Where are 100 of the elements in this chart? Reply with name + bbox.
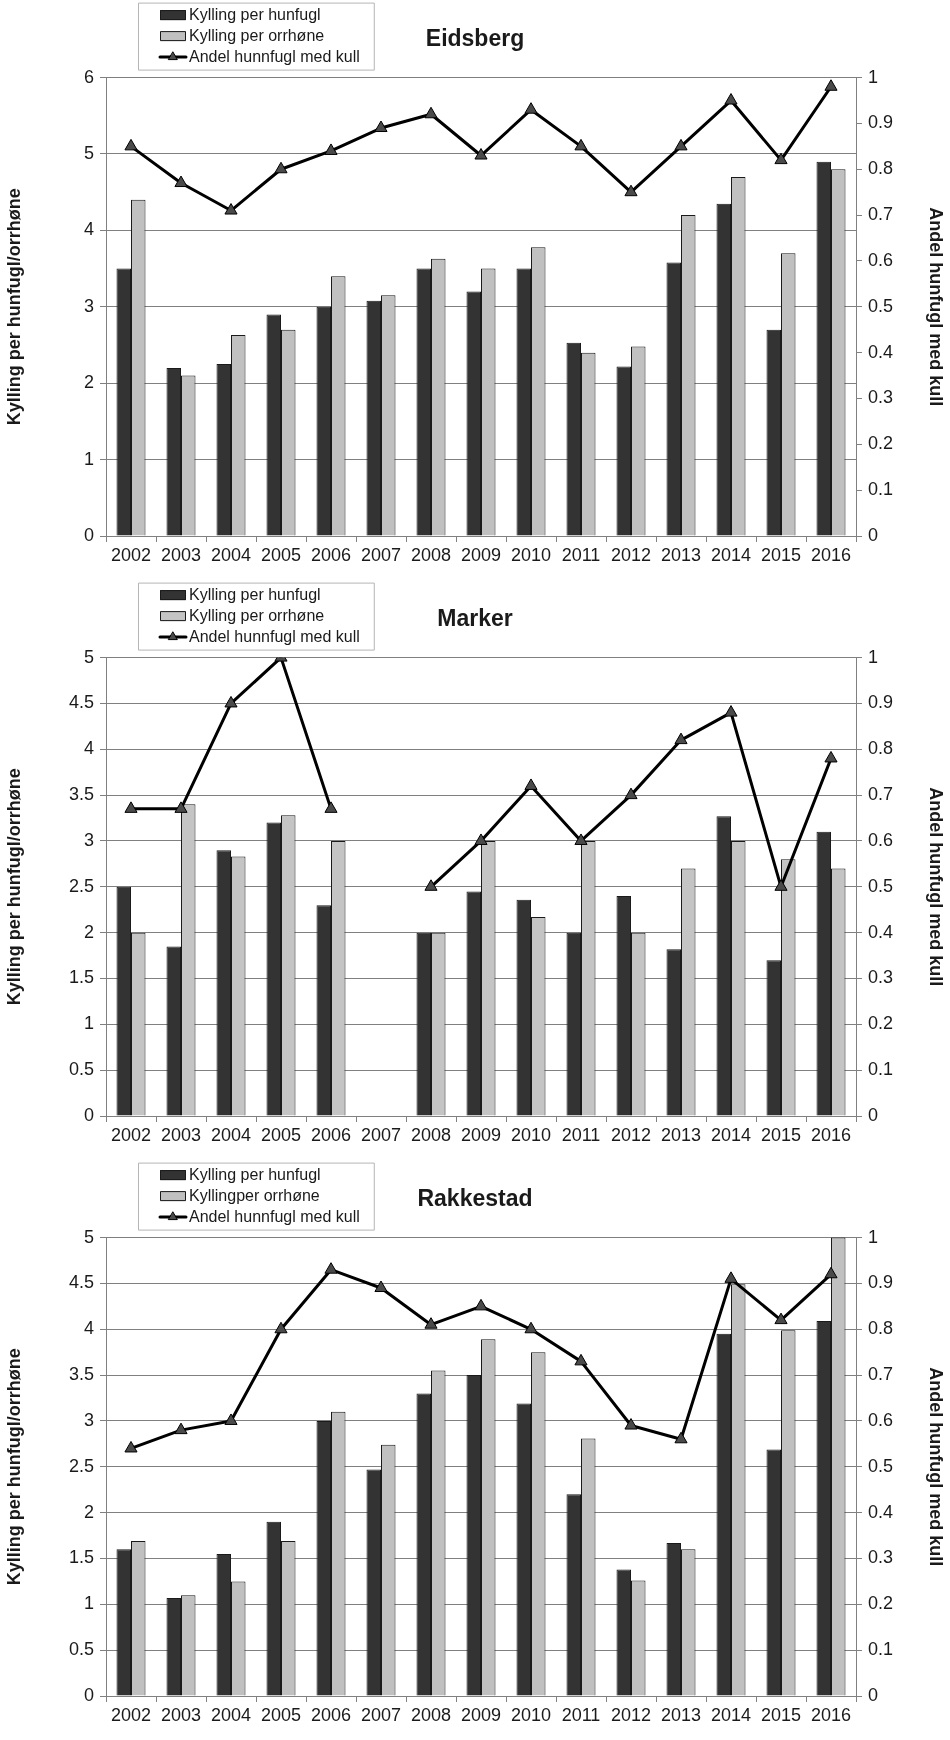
x-tick-label: 2009 — [460, 544, 502, 565]
legend-label: Kylling per hunfugl — [189, 5, 321, 23]
point — [624, 184, 638, 197]
point — [224, 695, 238, 708]
point — [624, 787, 638, 800]
x-tick-label: 2010 — [510, 544, 552, 565]
x-tick-label: 2008 — [410, 544, 452, 565]
y2-tick-label: 0.5 — [868, 875, 894, 896]
point — [174, 175, 188, 188]
y-tick-label: 1 — [83, 448, 94, 469]
y2-tick-label: 0.1 — [868, 1639, 894, 1660]
y-tick-label: 3 — [83, 295, 94, 316]
x-tick-label: 2002 — [110, 1704, 152, 1725]
x-tick-label: 2008 — [410, 1124, 452, 1145]
legend-label: Kylling per hunfugl — [189, 585, 321, 603]
point — [824, 79, 838, 91]
y2-tick-label: 1 — [868, 646, 879, 667]
x-tick-label: 2014 — [710, 544, 752, 565]
legend-label: Kyllingper orrhøne — [189, 1186, 320, 1204]
point — [624, 1418, 638, 1430]
x-tick-label: 2008 — [410, 1704, 452, 1725]
y2-tick-label: 0.3 — [868, 1547, 894, 1568]
x-tick-label: 2016 — [810, 1704, 852, 1725]
point — [274, 1321, 288, 1334]
y-tick-label: 1 — [83, 1593, 94, 1614]
x-tick-label: 2010 — [510, 1704, 552, 1725]
y2-tick-label: 0.6 — [868, 1409, 894, 1430]
x-tick-label: 2013 — [660, 544, 702, 565]
y2-tick-label: 0.5 — [868, 295, 894, 316]
x-tick-label: 2011 — [561, 1704, 601, 1725]
point — [224, 203, 238, 215]
y-tick-label: 2 — [83, 921, 94, 942]
y-tick-label: 2 — [83, 372, 94, 393]
point — [174, 801, 188, 813]
y2-tick-label: 0.3 — [868, 967, 894, 988]
x-tick-label: 2007 — [360, 1704, 402, 1725]
y2-tick-label: 0.9 — [868, 692, 894, 713]
y-tick-label: 3.5 — [68, 1364, 94, 1385]
y2-tick-label: 1 — [868, 66, 879, 87]
y-tick-label: 4 — [83, 738, 94, 759]
y-tick-label: 0.5 — [68, 1639, 94, 1660]
legend-label: Kylling per orrhøne — [189, 606, 325, 624]
y-tick-label: 4.5 — [68, 1272, 94, 1293]
chart-title: Rakkestad — [417, 1185, 533, 1212]
x-tick-label: 2003 — [160, 1704, 202, 1725]
x-tick-label: 2005 — [260, 544, 302, 565]
legend-label: Kylling per orrhøne — [189, 26, 325, 44]
y-tick-label: 2.5 — [68, 875, 94, 896]
x-tick-label: 2009 — [460, 1704, 502, 1725]
x-tick-label: 2011 — [561, 1124, 601, 1145]
point — [724, 1271, 738, 1283]
point — [774, 1312, 788, 1325]
y-tick-label: 6 — [83, 66, 94, 87]
y-tick-label: 3 — [83, 1409, 94, 1430]
point — [474, 1298, 488, 1311]
y2-tick-label: 0.9 — [868, 112, 894, 133]
point — [524, 1321, 538, 1334]
point — [424, 106, 438, 119]
point — [324, 801, 338, 813]
legend-label: Andel hunnfugl med kull — [189, 1207, 360, 1225]
chart-title: Marker — [437, 605, 513, 632]
point — [174, 1422, 188, 1435]
point — [124, 138, 138, 151]
x-tick-label: 2012 — [610, 544, 652, 565]
y2-tick-label: 0 — [868, 1684, 879, 1705]
x-tick-label: 2006 — [310, 1704, 352, 1725]
x-tick-label: 2016 — [810, 1124, 852, 1145]
x-tick-label: 2015 — [760, 1704, 802, 1725]
y2-tick-label: 0.6 — [868, 249, 894, 270]
point — [474, 833, 488, 845]
y2-tick-label: 0.1 — [868, 1059, 894, 1080]
x-tick-label: 2002 — [110, 544, 152, 565]
point — [774, 879, 788, 891]
x-tick-label: 2007 — [360, 1124, 402, 1145]
x-tick-label: 2010 — [510, 1124, 552, 1145]
x-tick-label: 2004 — [210, 544, 252, 565]
point — [674, 1431, 688, 1444]
y2-tick-label: 0.7 — [868, 784, 894, 805]
y-tick-label: 0 — [83, 1104, 94, 1125]
y2-tick-label: 0.5 — [868, 1455, 894, 1476]
point — [524, 778, 538, 790]
y2-tick-label: 0.6 — [868, 829, 894, 850]
x-tick-label: 2011 — [561, 544, 601, 565]
y2-tick-label: 0.2 — [868, 1013, 894, 1034]
x-tick-label: 2013 — [660, 1704, 702, 1725]
point — [474, 148, 488, 160]
y2-axis-title: Andel hunfugl med kull — [926, 207, 947, 407]
point — [374, 1280, 388, 1293]
y2-tick-label: 0.8 — [868, 1318, 894, 1339]
y-tick-label: 5 — [83, 1226, 94, 1247]
y-tick-label: 0 — [83, 524, 94, 545]
x-tick-label: 2015 — [760, 544, 802, 565]
y2-tick-label: 0.2 — [868, 433, 894, 454]
legend-label: Andel hunnfugl med kull — [189, 47, 360, 65]
x-tick-label: 2005 — [260, 1704, 302, 1725]
x-tick-label: 2004 — [210, 1124, 252, 1145]
x-tick-label: 2002 — [110, 1124, 152, 1145]
x-tick-label: 2014 — [710, 1704, 752, 1725]
y2-tick-label: 1 — [868, 1226, 879, 1247]
x-tick-label: 2012 — [610, 1704, 652, 1725]
